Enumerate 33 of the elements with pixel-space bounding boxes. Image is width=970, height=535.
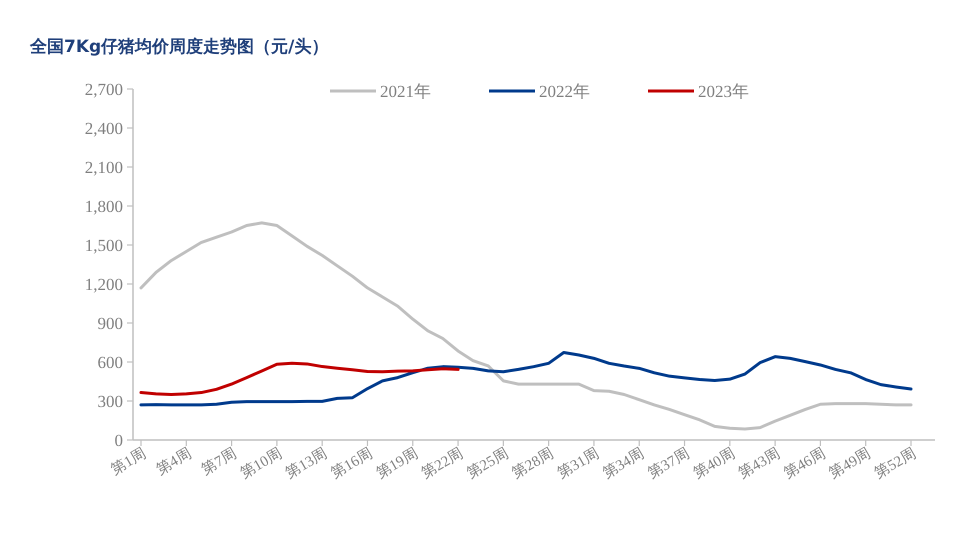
chart-title: 全国7Kg仔猪均价周度走势图（元/头） <box>29 37 328 57</box>
x-tick-label: 第19周 <box>373 444 421 482</box>
y-tick-label: 2,100 <box>84 158 123 177</box>
x-tick-label: 第22周 <box>418 444 466 482</box>
x-tick-label: 第13周 <box>282 444 330 482</box>
x-tick-label: 第34周 <box>600 444 648 482</box>
x-tick-label: 第37周 <box>645 444 693 482</box>
y-tick-label: 900 <box>98 314 123 333</box>
y-tick-label: 2,400 <box>84 119 123 138</box>
x-tick-label: 第46周 <box>780 444 828 482</box>
y-tick-label: 300 <box>98 392 123 411</box>
legend-label: 2022年 <box>539 82 590 101</box>
x-tick-label: 第52周 <box>872 444 919 482</box>
x-tick-label: 第4周 <box>153 444 194 478</box>
x-tick-label: 第7周 <box>198 444 240 478</box>
x-tick-label: 第16周 <box>328 444 376 482</box>
legend-label: 2021年 <box>380 82 431 101</box>
line-series <box>140 362 460 396</box>
y-tick-label: 1,800 <box>84 197 123 216</box>
line-series <box>140 351 912 406</box>
x-tick-label: 第28周 <box>509 444 557 482</box>
x-tick-label: 第31周 <box>554 444 602 482</box>
x-tick-label: 第40周 <box>690 444 738 482</box>
y-tick-label: 1,200 <box>84 275 123 294</box>
legend-label: 2023年 <box>698 82 749 101</box>
y-tick-label: 1,500 <box>84 236 123 255</box>
x-tick-label: 第25周 <box>464 444 512 482</box>
x-tick-label: 第10周 <box>237 444 285 482</box>
x-tick-label: 第49周 <box>826 444 874 482</box>
x-tick-label: 第43周 <box>736 444 784 482</box>
y-tick-label: 600 <box>98 353 123 372</box>
y-tick-label: 2,700 <box>84 80 123 99</box>
line-series <box>140 221 912 430</box>
